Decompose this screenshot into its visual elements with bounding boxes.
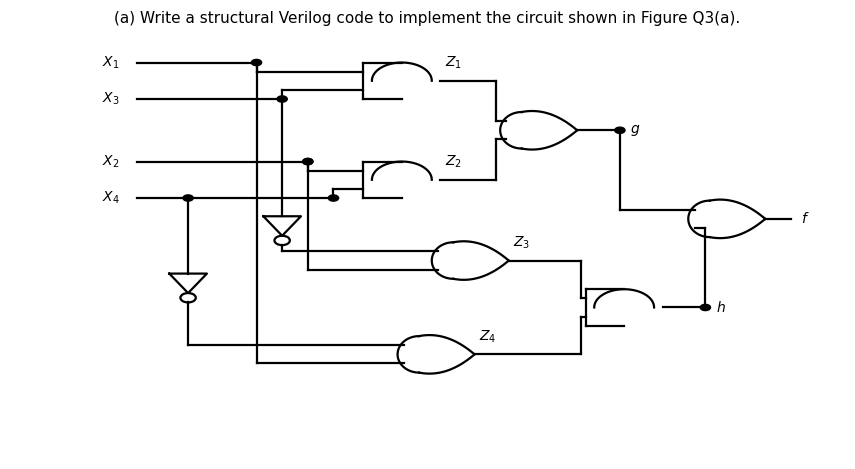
Text: $Z_2$: $Z_2$ <box>445 154 462 170</box>
Circle shape <box>700 304 711 310</box>
Circle shape <box>303 159 313 165</box>
Circle shape <box>183 195 193 201</box>
Text: $Z_4$: $Z_4$ <box>479 329 496 345</box>
Circle shape <box>277 96 287 102</box>
Circle shape <box>615 127 625 133</box>
Text: $f$: $f$ <box>801 212 810 227</box>
Text: $X_4$: $X_4$ <box>102 190 120 206</box>
Text: (a) Write a structural Verilog code to implement the circuit shown in Figure Q3(: (a) Write a structural Verilog code to i… <box>115 11 740 26</box>
Text: $h$: $h$ <box>716 300 726 315</box>
Text: $X_1$: $X_1$ <box>103 54 120 71</box>
Text: $X_2$: $X_2$ <box>103 153 120 170</box>
Text: $Z_1$: $Z_1$ <box>445 55 462 71</box>
Circle shape <box>328 195 339 201</box>
Circle shape <box>251 60 262 66</box>
Text: $Z_3$: $Z_3$ <box>513 235 530 251</box>
Text: $g$: $g$ <box>630 123 640 138</box>
Text: $X_3$: $X_3$ <box>103 91 120 107</box>
Circle shape <box>303 159 313 165</box>
